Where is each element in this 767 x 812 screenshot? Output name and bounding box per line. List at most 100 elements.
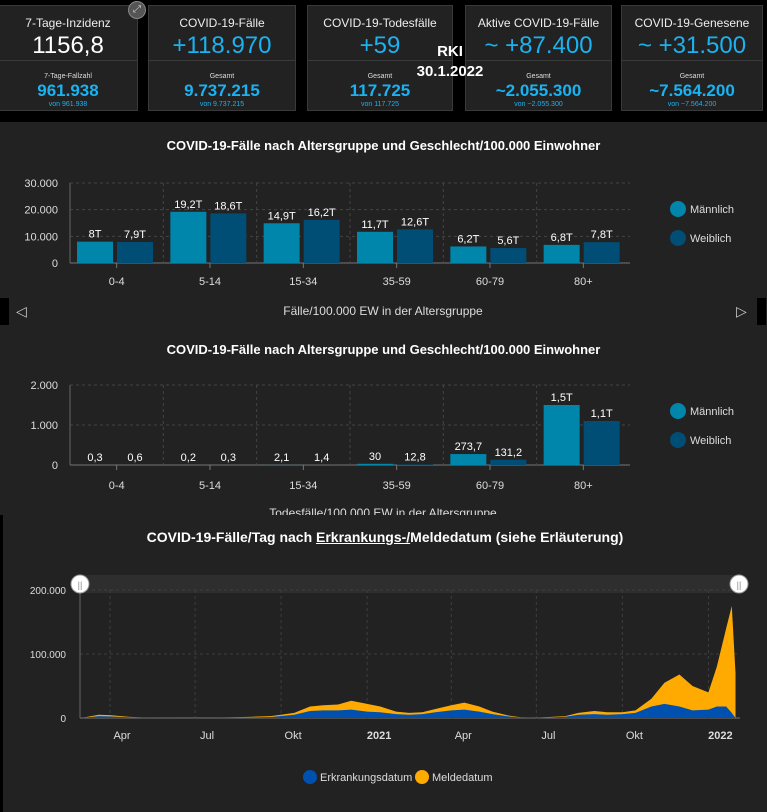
- x-tick-label: 35-59: [383, 276, 411, 288]
- bar-male: [543, 244, 580, 263]
- y-tick-label: 200.000: [30, 586, 67, 597]
- x-tick-label: 80+: [574, 480, 593, 492]
- bar-female: [210, 213, 247, 263]
- bar-female: [490, 248, 527, 263]
- bar-male: [450, 246, 487, 263]
- legend-swatch: [670, 201, 686, 217]
- data-label: 6,8T: [551, 232, 573, 244]
- data-label: 14,9T: [268, 210, 296, 222]
- x-tick-label: Apr: [455, 730, 472, 742]
- bar-male: [357, 463, 393, 465]
- bar-male: [77, 241, 113, 263]
- x-tick-label: 35-59: [383, 480, 411, 492]
- strip: [0, 298, 9, 325]
- x-tick-label: 2021: [367, 730, 391, 742]
- y-tick-label: 0: [52, 258, 58, 270]
- x-axis-title: Todesfälle/100.000 EW in der Altersgrupp…: [269, 506, 497, 515]
- data-label: 18,6T: [214, 200, 242, 212]
- chart-title: COVID-19-Fälle/Tag nach Erkrankungs-/Mel…: [146, 529, 624, 545]
- stat-card: 7-Tage-Inzidenz 1156,8 7-Tage-Fallzahl 961.…: [0, 5, 138, 111]
- data-label: 19,2T: [174, 199, 202, 211]
- y-tick-label: 1.000: [30, 420, 58, 432]
- x-tick-label: 0-4: [109, 480, 125, 492]
- next-chart-arrow-icon[interactable]: ▷: [736, 303, 747, 319]
- x-axis-title: Fälle/100.000 EW in der Altersgruppe: [283, 304, 483, 318]
- handle-grip-icon: ||: [737, 580, 742, 590]
- range-slider-track: [80, 575, 740, 593]
- y-tick-label: 0: [52, 460, 58, 472]
- bar-male: [170, 211, 207, 263]
- stat-value: +59: [359, 32, 401, 59]
- bar-male: [357, 231, 393, 263]
- bar-female: [303, 219, 340, 263]
- data-label: 0,6: [127, 452, 142, 464]
- legend-label: Weiblich: [690, 233, 731, 245]
- range-slider-handle[interactable]: [729, 574, 749, 594]
- x-tick-label: Okt: [626, 730, 643, 742]
- data-label: 7,8T: [591, 229, 613, 241]
- legend-swatch: [670, 230, 686, 246]
- bar-female: [583, 242, 620, 263]
- rki-date-label: RKI 30.1.2022: [416, 43, 484, 80]
- x-tick-label: Jul: [541, 730, 555, 742]
- range-slider-handle[interactable]: [70, 574, 90, 594]
- data-label: 30: [369, 451, 381, 463]
- data-label: 16,2T: [308, 207, 336, 219]
- data-label: 7,9T: [124, 229, 146, 241]
- data-label: 8T: [89, 229, 102, 241]
- data-label: 0,3: [87, 452, 102, 464]
- data-label: 0,3: [221, 452, 236, 464]
- strip: [757, 298, 766, 325]
- x-tick-label: 5-14: [199, 480, 221, 492]
- bar-male: [263, 223, 300, 263]
- legend-swatch: [303, 770, 317, 784]
- stat-value: ~ +31.500: [637, 32, 747, 59]
- data-label: 12,6T: [401, 216, 429, 228]
- y-tick-label: 0: [60, 714, 66, 725]
- x-tick-label: Apr: [113, 730, 130, 742]
- data-label: 0,2: [181, 452, 196, 464]
- y-tick-label: 30.000: [24, 178, 58, 190]
- x-tick-label: 5-14: [199, 276, 221, 288]
- legend-label: Männlich: [690, 204, 734, 216]
- bar-female: [490, 459, 527, 465]
- bar-male: [543, 405, 580, 465]
- area-meldedatum: [81, 606, 736, 718]
- bar-female: [117, 241, 153, 263]
- stat-card: COVID-19-Genesene ~ +31.500 Gesamt ~7.564.2…: [621, 5, 763, 111]
- expand-icon[interactable]: ⤢: [128, 1, 146, 19]
- previous-chart-arrow-icon[interactable]: ◁: [16, 303, 27, 319]
- x-tick-label: 2022: [708, 730, 732, 742]
- y-tick-label: 20.000: [24, 205, 58, 217]
- chart-title: COVID-19-Fälle nach Altersgruppe und Ges…: [166, 138, 601, 153]
- deaths-by-age-chart: COVID-19-Fälle nach Altersgruppe und Ges…: [0, 330, 767, 515]
- legend-label: Weiblich: [690, 435, 731, 447]
- x-tick-label: 15-34: [289, 276, 317, 288]
- area-erkrankungsdatum: [81, 703, 736, 718]
- legend-label: Erkrankungsdatum: [320, 772, 412, 784]
- x-tick-label: Jul: [200, 730, 214, 742]
- data-label: 12,8: [404, 451, 425, 463]
- stat-value: 1156,8: [32, 32, 104, 59]
- stat-card: COVID-19-Fälle +118.970 Gesamt 9.737.215 von…: [148, 5, 296, 111]
- data-label: 11,7T: [361, 219, 389, 231]
- legend-swatch: [670, 403, 686, 419]
- bar-male: [450, 454, 487, 465]
- legend-label: Männlich: [690, 406, 734, 418]
- data-label: 2,1: [274, 452, 289, 464]
- x-tick-label: 15-34: [289, 480, 317, 492]
- bar-female: [397, 464, 433, 465]
- erkrankung-link[interactable]: Erkrankungs-/: [316, 529, 411, 545]
- bar-female: [583, 421, 620, 465]
- legend-label: Meldedatum: [432, 772, 493, 784]
- x-tick-label: Okt: [285, 730, 302, 742]
- data-label: 5,6T: [497, 235, 519, 247]
- bar-female: [397, 229, 433, 263]
- stat-value: ~ +87.400: [484, 32, 593, 59]
- y-tick-label: 10.000: [24, 231, 58, 243]
- stat-card: COVID-19-Todesfälle +59 Gesamt 117.725 von 1…: [307, 5, 453, 111]
- x-tick-label: 80+: [574, 276, 593, 288]
- stat-card: Aktive COVID-19-Fälle ~ +87.400 Gesamt ~2.0…: [465, 5, 612, 111]
- data-label: 131,2: [495, 447, 523, 459]
- x-tick-label: 60-79: [476, 480, 504, 492]
